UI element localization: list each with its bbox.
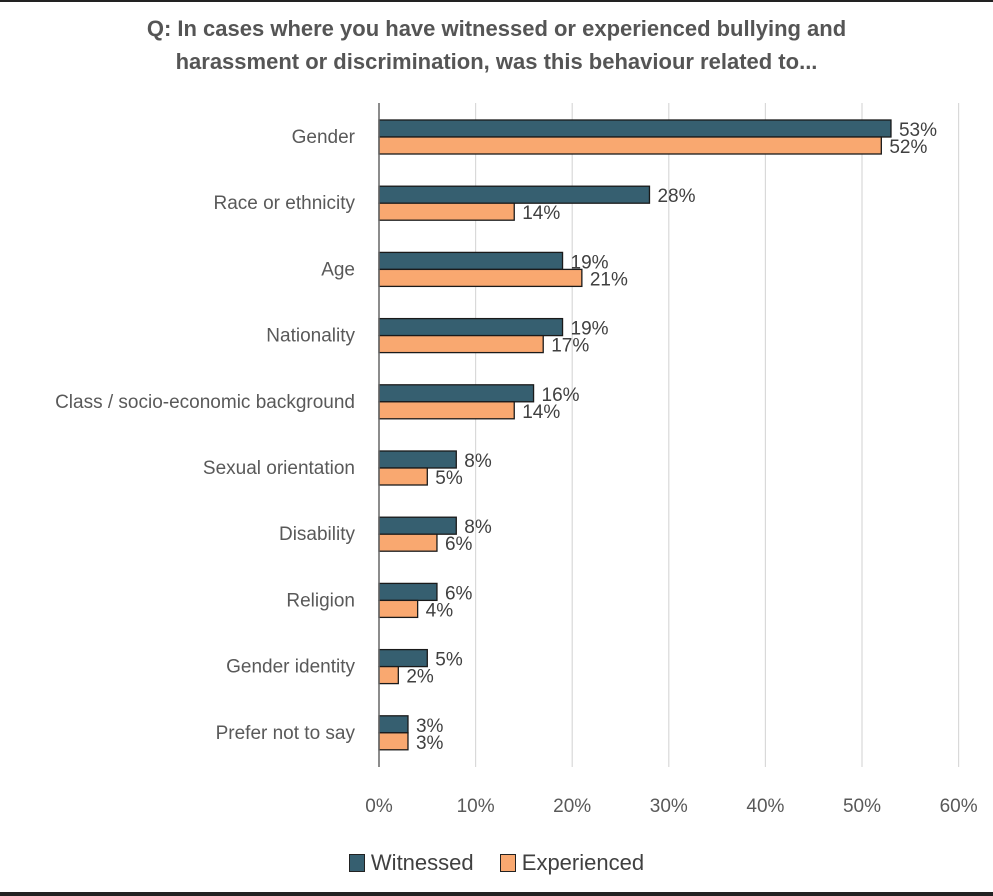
bar-witnessed [378,715,409,734]
data-label-experienced: 21% [590,269,628,290]
bar-witnessed [378,516,457,535]
bar-experienced [378,599,419,619]
x-tick-label: 40% [746,796,784,817]
data-label-witnessed: 16% [542,385,580,406]
data-label-witnessed: 53% [899,120,937,141]
bar-witnessed [378,251,564,271]
bar-experienced [378,334,544,354]
data-label-witnessed: 3% [416,716,444,737]
bar-experienced [378,732,409,751]
bar-experienced [378,665,399,685]
category-label: Age [321,259,355,280]
legend-label-experienced: Experienced [521,850,645,875]
data-label-witnessed: 8% [464,517,492,538]
bar-witnessed [378,384,535,403]
bars [378,119,892,751]
chart-title: Q: In cases where you have witnessed or … [0,12,993,78]
frame-top-border [0,0,993,2]
bar-experienced [378,467,428,486]
bar-witnessed [378,317,564,337]
category-label: Class / socio-economic background [55,392,355,413]
bar-experienced [378,533,438,552]
category-label: Sexual orientation [203,458,355,479]
bar-experienced [378,202,515,221]
category-label: Gender [292,127,356,148]
x-tick-label: 10% [457,796,495,817]
data-label-witnessed: 6% [445,583,473,604]
data-label-witnessed: 28% [657,186,695,207]
bar-witnessed [378,119,892,138]
legend-swatch-experienced-icon [499,854,516,872]
bar-witnessed [378,582,438,602]
legend-item-witnessed: Witnessed [348,850,474,876]
bar-experienced [378,268,583,288]
bar-witnessed [378,648,428,668]
x-tick-label: 50% [843,796,881,817]
chart-title-line-1: Q: In cases where you have witnessed or … [146,16,847,41]
data-label-experienced: 2% [406,667,434,688]
category-label: Religion [286,590,355,611]
data-label-experienced: 17% [551,336,589,357]
data-label-experienced: 6% [445,534,473,555]
data-labels: 53%52%28%14%19%21%19%17%16%14%8%5%8%6%6%… [406,120,937,754]
bar-witnessed [378,185,651,204]
legend-swatch-witnessed-icon [348,854,365,872]
x-tick-label: 30% [650,796,688,817]
bar-experienced [378,401,515,420]
data-label-experienced: 52% [889,137,927,158]
frame-bottom-border [0,892,993,896]
x-tick-label: 60% [940,796,978,817]
data-label-witnessed: 19% [571,319,609,340]
data-label-witnessed: 19% [571,252,609,273]
data-label-experienced: 4% [426,600,454,621]
category-label: Prefer not to say [216,723,356,744]
x-tick-label: 0% [365,796,393,817]
category-labels: Gender Race or ethnicity Age Nationality Cla… [55,127,356,744]
bar-experienced [378,136,882,155]
legend-label-witnessed: Witnessed [370,850,474,875]
category-label: Disability [279,524,356,545]
legend: Witnessed Experienced [0,850,993,878]
data-label-experienced: 5% [435,468,463,489]
category-label: Nationality [266,326,355,347]
data-label-experienced: 14% [522,402,560,423]
data-label-witnessed: 8% [464,451,492,472]
category-label: Race or ethnicity [213,193,355,214]
category-label: Gender identity [226,657,355,678]
chart-title-line-2: harassment or discrimination, was this b… [175,49,818,74]
legend-item-experienced: Experienced [499,850,645,876]
bar-witnessed [378,450,457,469]
x-tick-labels: 0% 10% 20% 30% 40% 50% 60% [365,796,977,817]
data-label-experienced: 14% [522,203,560,224]
x-tick-label: 20% [553,796,591,817]
data-label-witnessed: 5% [435,650,463,671]
data-label-experienced: 3% [416,733,444,754]
